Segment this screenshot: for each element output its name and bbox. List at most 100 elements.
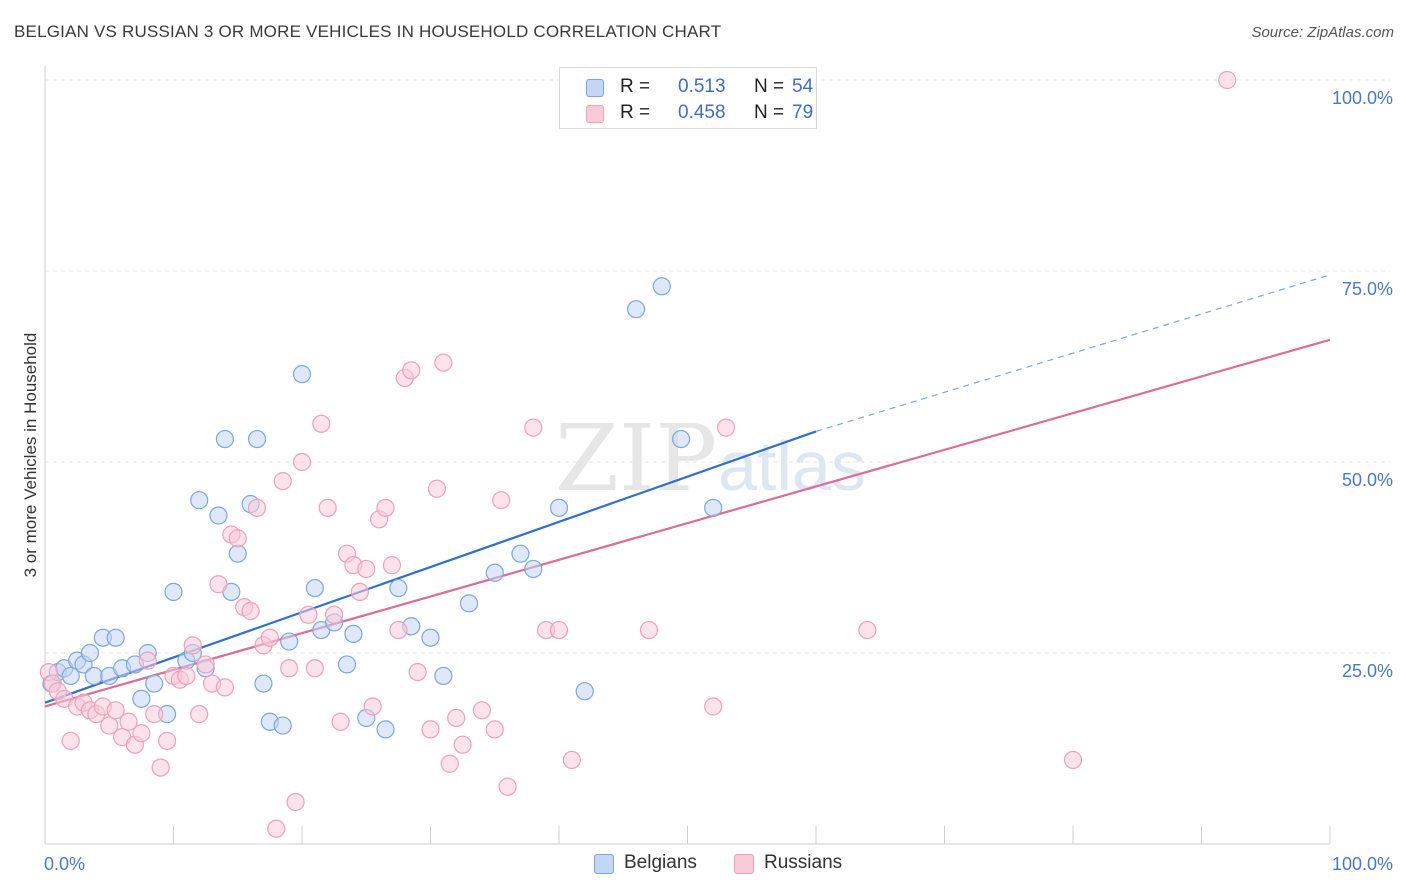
russian-point	[151, 758, 170, 777]
belgian-point	[164, 582, 183, 601]
russian-point	[190, 705, 209, 724]
belgian-point	[132, 689, 151, 708]
russian-point	[485, 720, 504, 739]
russian-point	[331, 712, 350, 731]
russian-point	[100, 716, 119, 735]
belgian-point	[344, 624, 363, 644]
bottom-legend-label-russians: Russians	[764, 852, 843, 873]
russian-point	[408, 662, 427, 682]
belgian-point	[80, 643, 100, 663]
belgian-point	[145, 674, 164, 693]
russian-point	[639, 620, 659, 640]
russian-point	[1218, 70, 1237, 90]
legend-n-value: 79	[792, 102, 814, 123]
legend-swatch-russians	[586, 105, 604, 123]
legend-r-value: 0.458	[678, 102, 726, 123]
russian-point	[318, 498, 337, 517]
russian-point	[524, 418, 543, 437]
russian-point	[440, 754, 459, 773]
bottom-legend-swatch-belgians	[594, 854, 614, 874]
legend-r-value: 0.513	[678, 76, 726, 97]
belgian-point	[305, 578, 324, 598]
belgian-point	[575, 682, 594, 701]
y-tick-label: 25.0%	[1342, 661, 1393, 681]
belgian-point	[280, 632, 299, 651]
belgian-point	[511, 544, 530, 563]
russian-point	[389, 620, 408, 640]
russian-point	[241, 601, 260, 621]
y-tick-label: 75.0%	[1342, 279, 1393, 299]
russian-point	[472, 701, 491, 720]
russian-point	[209, 575, 228, 594]
belgian-point	[106, 628, 125, 647]
belgian-point	[215, 429, 234, 449]
belgian-point	[421, 628, 440, 647]
russian-point	[382, 556, 402, 575]
data-points	[39, 70, 1237, 838]
watermark: ZIP atlas	[555, 405, 866, 512]
belgian-point	[459, 594, 479, 613]
russian-point	[350, 582, 369, 601]
russian-point	[704, 697, 723, 716]
russian-trend-line	[44, 338, 1331, 708]
belgian-point	[273, 716, 292, 735]
russian-point	[138, 651, 157, 670]
source-label: Source: ZipAtlas.com	[1251, 24, 1394, 41]
y-axis-label: 3 or more Vehicles in Household	[21, 333, 40, 578]
russian-point	[716, 418, 736, 437]
russian-point	[447, 708, 466, 728]
belgian-point	[209, 506, 228, 525]
russian-point	[247, 498, 267, 517]
belgian-trend-line	[44, 430, 817, 704]
belgian-point	[337, 655, 357, 674]
belgian-point	[671, 429, 691, 449]
russian-point	[498, 777, 517, 796]
correlation-legend: R = 0.513 N = 54 R = 0.458 N = 79	[559, 67, 817, 129]
russian-point	[312, 414, 331, 433]
russian-point	[157, 731, 177, 750]
russian-point	[299, 605, 318, 624]
russian-point	[1063, 750, 1083, 770]
russian-point	[363, 697, 382, 716]
watermark-zip: ZIP	[555, 405, 717, 512]
tick-labels: 25.0% 50.0% 75.0% 100.0% 0.0% 100.0%	[44, 88, 1393, 874]
russian-point	[453, 735, 472, 754]
russian-point	[292, 452, 312, 472]
russian-point	[402, 361, 421, 380]
belgian-point	[84, 666, 103, 686]
russian-point	[562, 750, 581, 770]
russian-point	[286, 792, 305, 812]
legend-n-label: N =	[754, 102, 785, 123]
bottom-legend-label-belgians: Belgians	[624, 852, 697, 873]
chart-title: BELGIAN VS RUSSIAN 3 OR MORE VEHICLES IN…	[14, 22, 722, 41]
grid-lines	[45, 79, 1390, 654]
legend-n-label: N =	[754, 76, 785, 97]
belgian-point	[61, 666, 80, 686]
russian-point	[267, 819, 286, 838]
russian-point	[549, 620, 569, 640]
russian-point	[61, 731, 80, 750]
belgian-point	[434, 666, 453, 686]
russian-point	[132, 724, 151, 743]
legend-r-label: R =	[620, 102, 651, 123]
russian-point	[273, 472, 292, 491]
belgian-point	[524, 559, 543, 579]
belgian-point	[228, 544, 247, 563]
belgian-point	[190, 491, 209, 510]
belgian-point	[376, 720, 395, 739]
russian-point	[215, 678, 234, 697]
russian-point	[305, 659, 324, 678]
russian-point	[177, 666, 196, 686]
legend-r-label: R =	[620, 76, 651, 97]
y-tick-label: 100.0%	[1332, 88, 1393, 108]
belgian-point	[626, 300, 646, 319]
russian-point	[196, 655, 215, 674]
belgian-point	[485, 563, 504, 582]
belgian-point	[549, 498, 569, 517]
y-tick-label: 50.0%	[1342, 470, 1393, 490]
russian-point	[357, 559, 376, 579]
axes	[44, 66, 1331, 845]
russian-point	[325, 605, 344, 624]
belgian-point	[292, 365, 312, 384]
